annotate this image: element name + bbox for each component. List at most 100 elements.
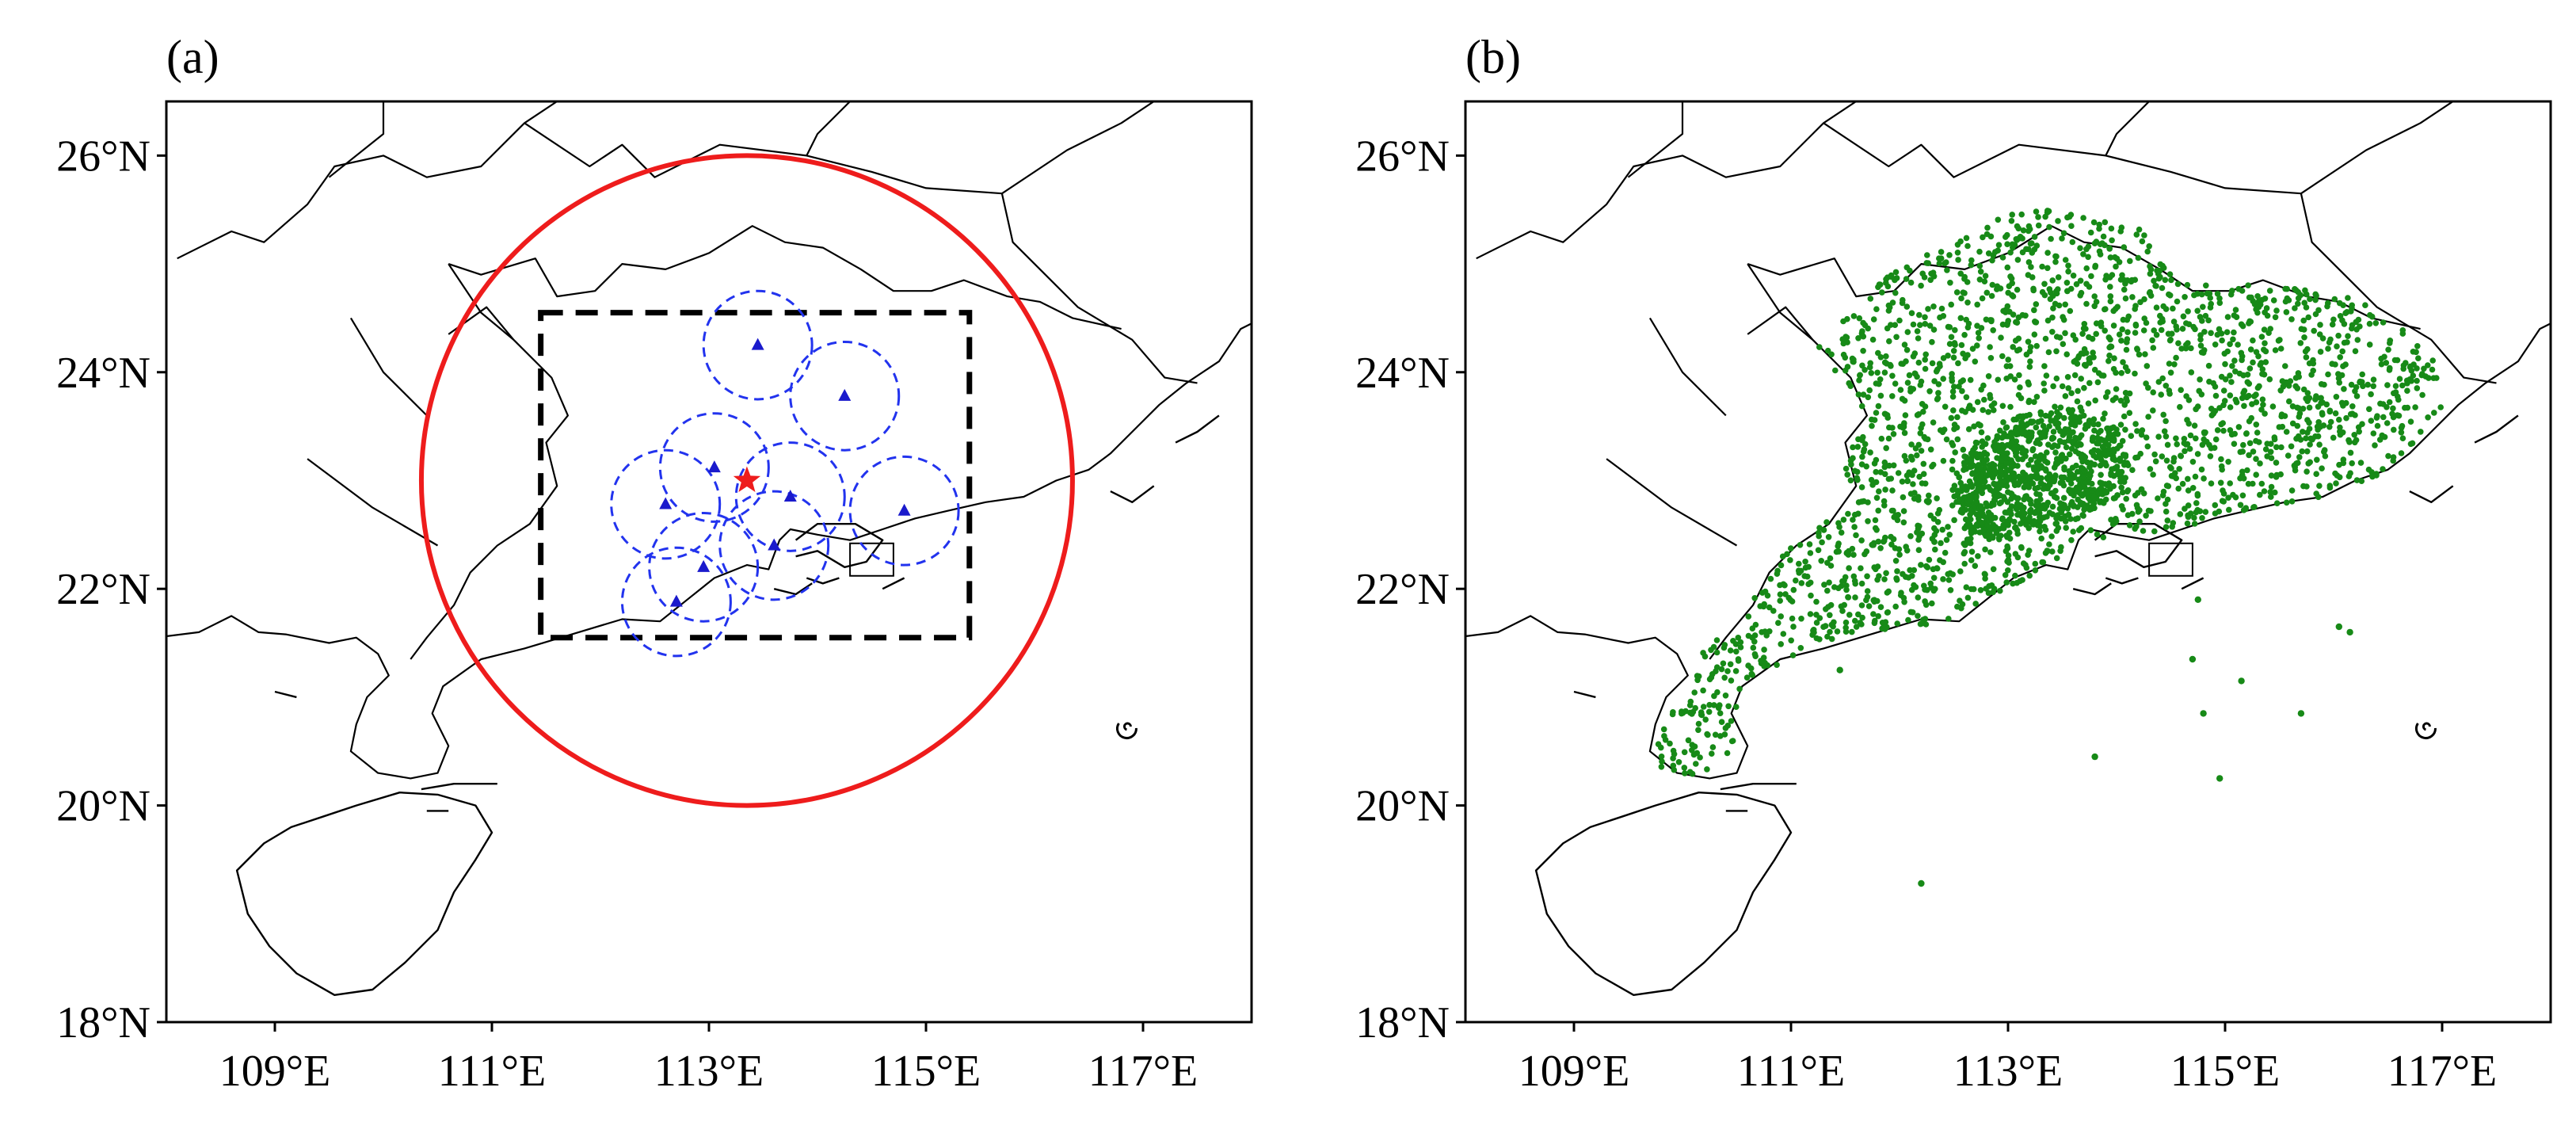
station-dot: [2006, 308, 2013, 315]
station-dot: [1788, 545, 1794, 551]
station-dot: [2168, 277, 2174, 284]
station-dot: [2049, 329, 2056, 335]
station-dot: [2201, 429, 2208, 436]
station-dot: [1675, 759, 1682, 765]
station-dot: [2041, 380, 2047, 387]
station-dot: [2246, 452, 2252, 459]
station-dot: [2194, 451, 2201, 457]
station-dot: [1879, 620, 1886, 626]
station-dot: [2250, 504, 2257, 511]
station-dot: [1912, 371, 1919, 377]
station-dot: [1948, 334, 1955, 341]
station-dot: [1832, 367, 1839, 374]
station-dot: [2141, 232, 2147, 238]
station-dot: [2067, 471, 2075, 477]
station-dot: [1980, 382, 1987, 389]
station-dot: [1969, 345, 1976, 353]
station-dot: [2015, 391, 2022, 399]
station-dot: [2150, 389, 2156, 396]
station-dot: [1700, 704, 1707, 710]
station-dot: [1936, 361, 1943, 368]
station-dot: [2108, 517, 2114, 523]
station-dot: [2227, 480, 2233, 486]
station-dot: [1855, 335, 1862, 341]
station-dot: [1919, 480, 1926, 486]
station-dot: [2085, 254, 2091, 261]
station-dot: [2033, 394, 2041, 400]
station-dot: [2155, 433, 2162, 440]
station-dot: [2171, 361, 2178, 368]
station-dot: [1889, 487, 1896, 494]
station-dot: [2186, 445, 2193, 452]
station-dot: [2231, 441, 2238, 447]
station-dot: [2151, 277, 2157, 284]
station-dot: [2046, 541, 2052, 548]
station-dot: [2239, 492, 2246, 499]
station-dot: [2132, 492, 2139, 499]
province-border: [1000, 193, 1198, 384]
station-dot: [1813, 598, 1820, 605]
station-dot: [1840, 351, 1847, 358]
station-dot: [2353, 319, 2360, 326]
station-dot: [1682, 770, 1688, 776]
station-dot: [1959, 407, 1965, 414]
station-dot: [1875, 612, 1881, 620]
station-dot: [2138, 486, 2145, 493]
station-dot: [1951, 483, 1958, 489]
station-dot: [2182, 345, 2189, 352]
station-dot: [1758, 658, 1764, 664]
island-outline: [2474, 414, 2519, 444]
station-dot: [2370, 383, 2376, 390]
station-dot: [2311, 327, 2317, 334]
station-dot: [1762, 628, 1768, 635]
station-dot: [2088, 468, 2094, 475]
station-dot: [2224, 314, 2231, 320]
station-dot: [2119, 489, 2126, 496]
station-dot: [2079, 458, 2086, 465]
station-dot: [2113, 255, 2121, 262]
station-marker: [659, 497, 673, 509]
province-border: [448, 225, 1122, 330]
station-dot: [2283, 429, 2290, 435]
station-dot: [1949, 466, 1956, 473]
station-dot: [1964, 279, 1971, 285]
station-dot: [2107, 336, 2113, 343]
station-dot: [2295, 300, 2301, 307]
station-dot: [2102, 327, 2108, 334]
station-dot: [1864, 573, 1870, 580]
station-dot: [2105, 357, 2112, 364]
station-dot: [2123, 495, 2129, 502]
station-dot: [2063, 456, 2069, 462]
station-dot: [1733, 704, 1740, 710]
station-dot: [2349, 460, 2355, 467]
station-dot: [2246, 392, 2252, 399]
station-dot: [2117, 456, 2124, 462]
station-dot: [1885, 475, 1892, 483]
station-dot: [2194, 490, 2201, 498]
station-dot: [1870, 542, 1877, 548]
station-dot: [2060, 316, 2067, 323]
station-dot: [1962, 355, 1968, 362]
station-dot: [1850, 517, 1856, 523]
station-dot: [2268, 472, 2275, 479]
station-dot: [1860, 391, 1867, 398]
island-outline: [2415, 722, 2437, 739]
station-dot: [2258, 406, 2265, 413]
station-dot: [2166, 292, 2174, 299]
station-dot: [2063, 280, 2071, 286]
station-dot: [2096, 221, 2102, 228]
station-dot: [2222, 376, 2229, 383]
station-dot: [2060, 494, 2067, 502]
station-dot: [1960, 377, 1966, 383]
station-dot: [1891, 513, 1897, 521]
station-dot: [2349, 403, 2356, 410]
station-dot: [2303, 291, 2310, 298]
station-dot: [2041, 485, 2047, 492]
station-dot: [1922, 616, 1929, 622]
station-dot: [1831, 584, 1838, 590]
station-dot: [2269, 403, 2277, 410]
station-dot: [1868, 476, 1875, 483]
station-dot: [1718, 666, 1725, 673]
station-dot: [1915, 612, 1921, 620]
station-dot: [1896, 317, 1903, 324]
